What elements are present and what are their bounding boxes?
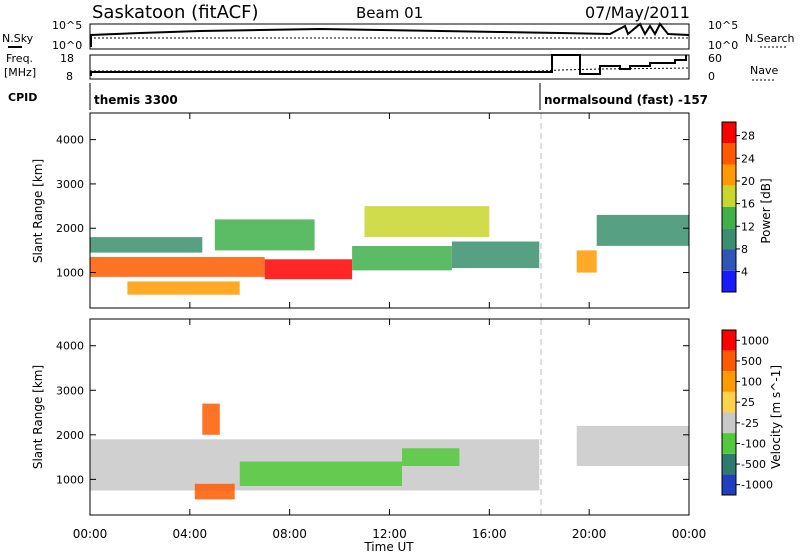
data-region (90, 257, 265, 277)
x-tick-label: 20:00 (572, 527, 607, 541)
velocity-ylabel: Slant Range [km] (31, 365, 45, 469)
colorbar-tick-label: 24 (741, 152, 755, 165)
velocity-marks (90, 403, 689, 500)
power-colorbar: 28 24 20 16 12 8 4 (721, 121, 755, 293)
data-region (352, 246, 452, 271)
colorbar-swatch (722, 371, 736, 392)
x-tick-label: 08:00 (272, 527, 307, 541)
colorbar-swatch (722, 249, 736, 271)
noise-right-tick-bottom: 10^0 (708, 39, 738, 52)
x-tick-label: 00:00 (672, 527, 707, 541)
cpid-mode-2: normalsound (fast) -157 (544, 93, 708, 107)
noise-right-label: N.Search (745, 32, 795, 45)
station-title: Saskatoon (fitACF) (92, 2, 259, 23)
colorbar-swatch (722, 412, 736, 434)
colorbar-swatch (722, 164, 736, 186)
x-tick-label: 04:00 (173, 527, 208, 541)
colorbar-tick-label: 8 (741, 243, 748, 256)
noise-left-label: N.Sky (2, 32, 34, 45)
velocity-yticks: 4000 3000 2000 1000 (56, 340, 689, 486)
colorbar-swatch (722, 228, 736, 250)
data-region (194, 483, 235, 500)
colorbar-frame (721, 121, 737, 293)
y-tick-label: 2000 (56, 222, 84, 235)
data-region (576, 250, 597, 273)
freq-left-label-2: [MHz] (4, 66, 36, 79)
data-region (451, 241, 540, 269)
noise-panel (89, 22, 690, 50)
colorbar-tick-label: 4 (741, 266, 748, 279)
y-tick-label: 1000 (56, 473, 84, 486)
colorbar-tick-label: -25 (741, 417, 759, 430)
data-region (402, 448, 460, 466)
freq-right-tick-bottom: 0 (708, 70, 715, 83)
colorbar-swatch (722, 185, 736, 208)
colorbar-swatch (722, 143, 736, 165)
data-region (596, 214, 689, 246)
colorbar-tick-label: 1000 (741, 334, 769, 347)
noise-left-tick-top: 10^5 (52, 19, 82, 32)
freq-left-tick-bottom: 8 (66, 70, 73, 83)
colorbar-tick-label: 500 (741, 355, 762, 368)
freq-left-tick-top: 18 (60, 52, 74, 65)
power-yticks: 4000 3000 2000 1000 (56, 134, 689, 280)
colorbar-tick-label: 100 (741, 376, 762, 389)
data-region (576, 425, 689, 466)
freq-right-tick-top: 60 (708, 52, 722, 65)
colorbar-swatch (722, 391, 736, 413)
data-region (239, 461, 402, 486)
y-tick-label: 1000 (56, 267, 84, 280)
power-marks (90, 206, 689, 295)
freq-panel (89, 54, 690, 80)
data-region (90, 237, 203, 253)
beam-title: Beam 01 (356, 4, 423, 22)
colorbar-frame (721, 329, 737, 496)
colorbar-swatch (722, 474, 736, 495)
x-tick-label: 00:00 (73, 527, 108, 541)
colorbar-swatch (722, 330, 736, 351)
colorbar-tick-label: -500 (741, 458, 766, 471)
colorbar-tick-label: 12 (741, 220, 755, 233)
velocity-colorbar-label: Velocity [m s^-1] (769, 365, 783, 469)
x-tick-label: 16:00 (472, 527, 507, 541)
velocity-colorbar: 1000 500 100 25 -25 -100 -500 -1000 (721, 329, 773, 496)
colorbar-tick-label: 16 (741, 198, 755, 211)
noise-left-tick-bottom: 10^0 (52, 39, 82, 52)
noise-right-tick-top: 10^5 (708, 19, 738, 32)
y-tick-label: 4000 (56, 134, 84, 147)
colorbar-tick-label: 20 (741, 175, 755, 188)
colorbar-tick-label: -1000 (741, 479, 773, 492)
colorbar-swatch (722, 453, 736, 475)
power-colorbar-label: Power [dB] (759, 178, 773, 243)
y-tick-label: 4000 (56, 340, 84, 353)
velocity-panel: 4000 3000 2000 1000 (56, 318, 690, 516)
power-ylabel: Slant Range [km] (31, 159, 45, 263)
date-title: 07/May/2011 (585, 3, 690, 22)
x-tick-label: 12:00 (372, 527, 407, 541)
data-region (202, 403, 220, 435)
power-panel: 4000 3000 2000 1000 (56, 112, 690, 309)
time-axis: 00:00 04:00 08:00 12:00 16:00 20:00 00:00 (73, 113, 707, 541)
colorbar-tick-label: 28 (741, 130, 755, 143)
colorbar-swatch (722, 433, 736, 454)
colorbar-swatch (722, 207, 736, 229)
cpid-label: CPID (8, 91, 37, 104)
cpid-mode-1: themis 3300 (94, 93, 178, 107)
colorbar-tick-label: 25 (741, 396, 755, 409)
colorbar-swatch (722, 122, 736, 144)
y-tick-label: 3000 (56, 384, 84, 397)
colorbar-swatch (722, 350, 736, 372)
data-region (264, 259, 353, 280)
y-tick-label: 2000 (56, 429, 84, 442)
xaxis-label: Time UT (363, 540, 414, 554)
data-region (214, 219, 315, 251)
colorbar-tick-label: -100 (741, 437, 766, 450)
freq-left-label-1: Freq. (6, 52, 33, 65)
data-region (127, 281, 240, 295)
colorbar-swatch (722, 270, 736, 293)
y-tick-label: 3000 (56, 178, 84, 191)
freq-right-label: Nave (750, 64, 778, 77)
data-region (364, 206, 490, 238)
